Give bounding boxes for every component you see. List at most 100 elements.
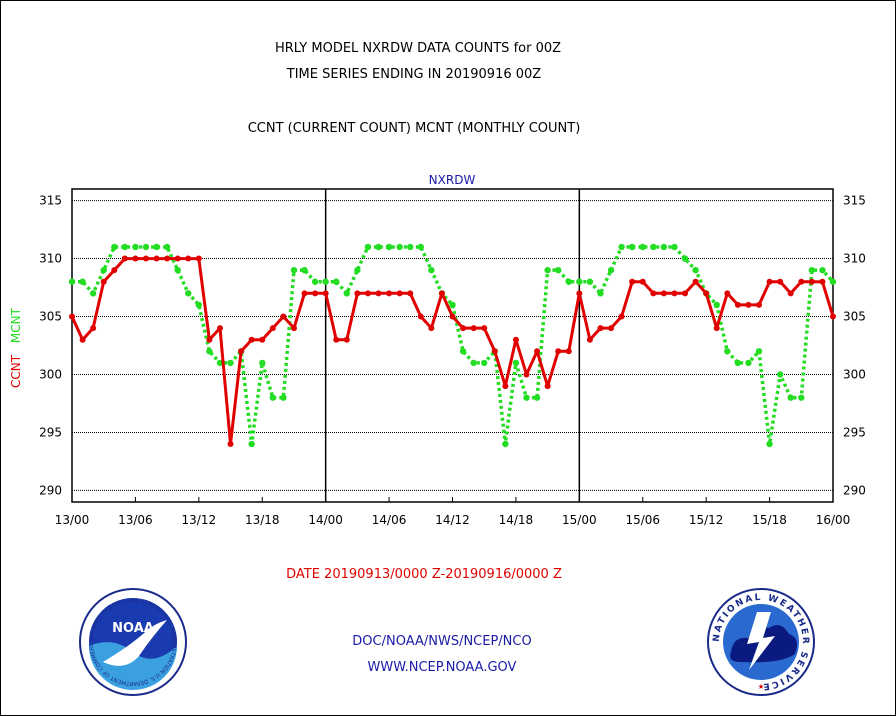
data-point-ccnt xyxy=(830,313,836,320)
y-tick-label: 295 xyxy=(39,425,62,439)
data-point-ccnt xyxy=(79,336,86,343)
data-point-ccnt xyxy=(660,290,667,297)
y-tick-label: 310 xyxy=(39,252,62,266)
data-point-mcnt xyxy=(671,243,678,251)
x-tick-label: 15/00 xyxy=(562,513,597,527)
data-point-ccnt xyxy=(671,290,678,297)
data-point-ccnt xyxy=(629,278,636,285)
noaa-logo-text: NOAA xyxy=(112,621,154,636)
data-point-mcnt xyxy=(111,243,118,251)
x-tick-label: 14/00 xyxy=(308,513,343,527)
data-point-mcnt xyxy=(586,278,594,285)
data-point-ccnt xyxy=(280,313,287,320)
y-tick-label-right: 310 xyxy=(843,252,866,266)
data-point-ccnt xyxy=(90,325,97,332)
data-point-mcnt xyxy=(68,278,76,285)
data-point-ccnt xyxy=(333,336,340,343)
data-point-ccnt xyxy=(238,348,245,355)
data-point-ccnt xyxy=(269,325,276,332)
data-point-mcnt xyxy=(259,359,266,367)
website-link[interactable]: WWW.NCEP.NOAA.GOV xyxy=(368,660,517,675)
data-point-ccnt xyxy=(576,290,583,297)
star-icon: ★ xyxy=(758,681,764,692)
data-point-ccnt xyxy=(195,255,202,262)
data-point-mcnt xyxy=(100,266,107,274)
series-line-ccnt xyxy=(70,257,835,446)
data-point-mcnt xyxy=(195,301,203,309)
data-point-mcnt xyxy=(311,278,319,285)
data-point-ccnt xyxy=(227,441,234,448)
data-point-mcnt xyxy=(512,359,520,367)
data-point-ccnt xyxy=(777,278,784,285)
data-point-ccnt xyxy=(164,255,171,262)
data-point-mcnt xyxy=(248,440,255,448)
data-point-mcnt xyxy=(206,348,213,355)
data-point-ccnt xyxy=(375,290,382,297)
y-tick-label-right: 305 xyxy=(843,310,866,324)
y-tick-label-right: 290 xyxy=(843,483,866,497)
data-point-mcnt xyxy=(364,243,372,251)
data-point-ccnt xyxy=(639,278,646,285)
data-point-ccnt xyxy=(354,290,361,297)
data-point-ccnt xyxy=(386,290,393,297)
data-point-mcnt xyxy=(618,243,625,251)
data-point-ccnt xyxy=(69,313,75,320)
chart-title-line2: TIME SERIES ENDING IN 20190916 00Z xyxy=(286,67,542,82)
x-tick-label: 14/12 xyxy=(435,513,470,527)
data-point-mcnt xyxy=(132,243,139,251)
data-point-mcnt xyxy=(607,266,615,274)
data-point-mcnt xyxy=(734,359,742,367)
data-point-mcnt xyxy=(745,359,752,367)
data-point-mcnt xyxy=(502,440,509,448)
data-point-ccnt xyxy=(449,313,456,320)
data-point-ccnt xyxy=(343,336,350,343)
data-point-ccnt xyxy=(565,348,572,355)
y-tick-label: 290 xyxy=(39,483,62,497)
data-point-mcnt xyxy=(597,290,604,297)
data-point-ccnt xyxy=(692,278,699,285)
data-point-mcnt xyxy=(428,266,435,274)
data-point-mcnt xyxy=(333,278,340,285)
data-point-mcnt xyxy=(227,359,234,367)
org-line: DOC/NOAA/NWS/NCEP/NCO xyxy=(352,634,531,649)
nws-logo: NATIONAL WEATHER SERVICE ★ xyxy=(707,588,815,696)
data-point-mcnt xyxy=(628,243,636,251)
x-tick-label: 15/06 xyxy=(625,513,660,527)
data-point-ccnt xyxy=(248,336,255,343)
data-point-mcnt xyxy=(565,278,572,285)
data-point-ccnt xyxy=(713,325,720,332)
x-tick-label: 13/06 xyxy=(118,513,153,527)
data-point-ccnt xyxy=(597,325,604,332)
data-point-mcnt xyxy=(396,243,403,251)
data-point-mcnt xyxy=(280,394,287,401)
data-point-ccnt xyxy=(174,255,181,262)
data-point-mcnt xyxy=(385,243,393,251)
data-point-mcnt xyxy=(459,348,467,355)
data-point-mcnt xyxy=(322,278,329,285)
data-point-ccnt xyxy=(396,290,403,297)
data-point-ccnt xyxy=(364,290,371,297)
data-point-mcnt xyxy=(174,266,181,274)
data-point-ccnt xyxy=(756,301,763,308)
x-tick-label: 13/18 xyxy=(245,513,280,527)
data-point-ccnt xyxy=(407,290,414,297)
x-tick-label: 14/06 xyxy=(372,513,407,527)
y-tick-label-right: 300 xyxy=(843,367,866,381)
data-point-mcnt xyxy=(142,243,150,251)
data-point-ccnt xyxy=(512,336,519,343)
data-point-mcnt xyxy=(755,348,763,355)
plot-frame xyxy=(71,188,834,503)
data-point-ccnt xyxy=(703,290,710,297)
data-point-ccnt xyxy=(745,301,752,308)
y-tick-label: 315 xyxy=(39,194,62,208)
y-axis-label-ccnt: CCNT xyxy=(9,354,23,388)
x-tick-label: 16/00 xyxy=(816,513,851,527)
data-point-mcnt xyxy=(576,278,583,285)
data-point-mcnt xyxy=(89,290,97,297)
data-point-mcnt xyxy=(523,394,530,401)
data-point-ccnt xyxy=(121,255,128,262)
x-tick-label: 13/00 xyxy=(55,513,90,527)
data-point-ccnt xyxy=(322,290,329,297)
y-tick-label-right: 295 xyxy=(843,425,866,439)
